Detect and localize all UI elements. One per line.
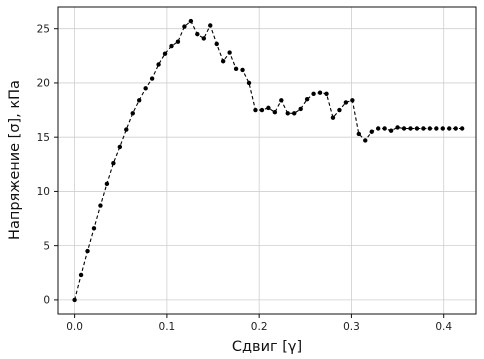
data-point — [175, 39, 181, 44]
data-point — [440, 126, 445, 131]
data-point — [240, 67, 245, 73]
data-point — [253, 107, 258, 113]
data-point — [421, 126, 426, 131]
data-point — [298, 106, 303, 112]
series-line — [74, 20, 463, 301]
data-point — [414, 126, 420, 131]
data-point — [85, 248, 90, 254]
data-point — [227, 50, 232, 55]
data-point — [137, 98, 142, 103]
data-point — [427, 126, 433, 131]
data-point — [388, 128, 394, 133]
data-point — [124, 127, 129, 132]
x-tick-label: 0.2 — [251, 321, 268, 333]
data-point — [311, 91, 316, 96]
data-point — [169, 43, 174, 49]
data-point — [98, 203, 103, 208]
data-point — [259, 107, 265, 113]
y-tick-label: 0 — [43, 295, 50, 307]
data-point — [453, 126, 458, 131]
data-point — [233, 66, 239, 72]
data-point — [195, 31, 200, 37]
data-point — [350, 98, 355, 103]
data-series — [72, 18, 465, 303]
data-point — [111, 161, 116, 166]
y-tick-label: 20 — [37, 78, 50, 90]
data-point — [395, 125, 400, 130]
data-point — [266, 105, 271, 111]
y-tick-label: 5 — [43, 240, 50, 252]
x-axis: 0.0 0.1 0.2 0.3 0.4 — [66, 314, 452, 333]
data-point — [214, 41, 219, 47]
data-point — [117, 144, 123, 150]
data-point — [343, 100, 349, 105]
data-point — [246, 80, 252, 86]
plot-frame — [57, 6, 477, 315]
data-point — [182, 24, 187, 29]
data-point — [304, 97, 310, 102]
data-point — [130, 111, 135, 116]
data-point — [279, 98, 284, 103]
data-point — [149, 76, 155, 81]
data-point — [401, 126, 407, 131]
data-point — [285, 111, 290, 116]
data-point — [272, 110, 278, 115]
y-axis: 0 5 10 15 20 25 — [37, 23, 58, 307]
data-point — [208, 23, 213, 28]
data-point — [382, 126, 387, 131]
x-tick-label: 0.0 — [66, 321, 83, 333]
data-point — [324, 91, 329, 96]
data-point — [292, 111, 297, 116]
y-tick-label: 10 — [37, 186, 50, 198]
x-axis-title: Сдвиг [γ] — [232, 339, 302, 355]
data-point — [356, 131, 362, 137]
x-tick-label: 0.4 — [435, 321, 452, 333]
data-point — [408, 126, 413, 131]
data-point — [72, 297, 77, 303]
data-point — [337, 107, 342, 113]
data-point — [162, 51, 168, 56]
data-point — [201, 36, 206, 41]
y-tick-label: 25 — [37, 23, 50, 35]
data-point — [156, 62, 161, 67]
x-tick-label: 0.3 — [343, 321, 360, 333]
x-tick-label: 0.1 — [159, 321, 176, 333]
data-point — [459, 126, 465, 131]
data-point — [330, 115, 336, 120]
data-point — [78, 272, 84, 278]
data-point — [317, 90, 323, 95]
data-point — [143, 86, 148, 91]
data-point — [363, 138, 368, 143]
grid — [58, 7, 476, 314]
data-point — [447, 126, 452, 131]
data-point — [375, 126, 381, 131]
series-0 — [72, 18, 465, 303]
data-point — [91, 226, 97, 231]
y-axis-title: Напряжение [σ], кПа — [7, 80, 23, 240]
y-tick-label: 15 — [37, 132, 50, 144]
data-point — [434, 126, 439, 131]
data-point — [104, 181, 110, 187]
data-point — [220, 59, 226, 64]
data-point — [188, 18, 194, 24]
data-point — [369, 129, 374, 134]
